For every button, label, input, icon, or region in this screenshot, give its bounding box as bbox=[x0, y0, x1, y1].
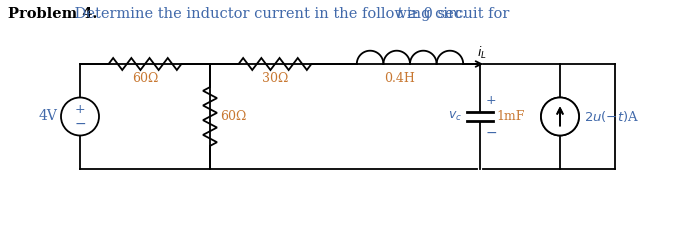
Text: t: t bbox=[396, 7, 402, 21]
Text: $2u(-t)$A: $2u(-t)$A bbox=[584, 109, 639, 124]
Text: Determine the inductor current in the following circuit for: Determine the inductor current in the fo… bbox=[70, 7, 514, 21]
Text: +: + bbox=[75, 103, 86, 116]
Text: 60Ω: 60Ω bbox=[132, 72, 158, 85]
Text: $i_L$: $i_L$ bbox=[477, 45, 487, 61]
Circle shape bbox=[541, 98, 579, 136]
Text: $v_c$: $v_c$ bbox=[448, 110, 462, 123]
Text: ≥ 0 sec.: ≥ 0 sec. bbox=[402, 7, 466, 21]
Text: −: − bbox=[74, 116, 86, 131]
Circle shape bbox=[541, 98, 579, 136]
Text: 4V: 4V bbox=[38, 109, 57, 123]
Text: Problem 4.: Problem 4. bbox=[8, 7, 97, 21]
Text: 30Ω: 30Ω bbox=[262, 72, 288, 85]
Text: 60Ω: 60Ω bbox=[220, 110, 247, 123]
Text: +: + bbox=[486, 94, 497, 107]
Text: 1mF: 1mF bbox=[496, 110, 525, 123]
Text: 0.4H: 0.4H bbox=[384, 72, 415, 85]
Circle shape bbox=[61, 98, 99, 136]
Text: −: − bbox=[486, 126, 497, 140]
